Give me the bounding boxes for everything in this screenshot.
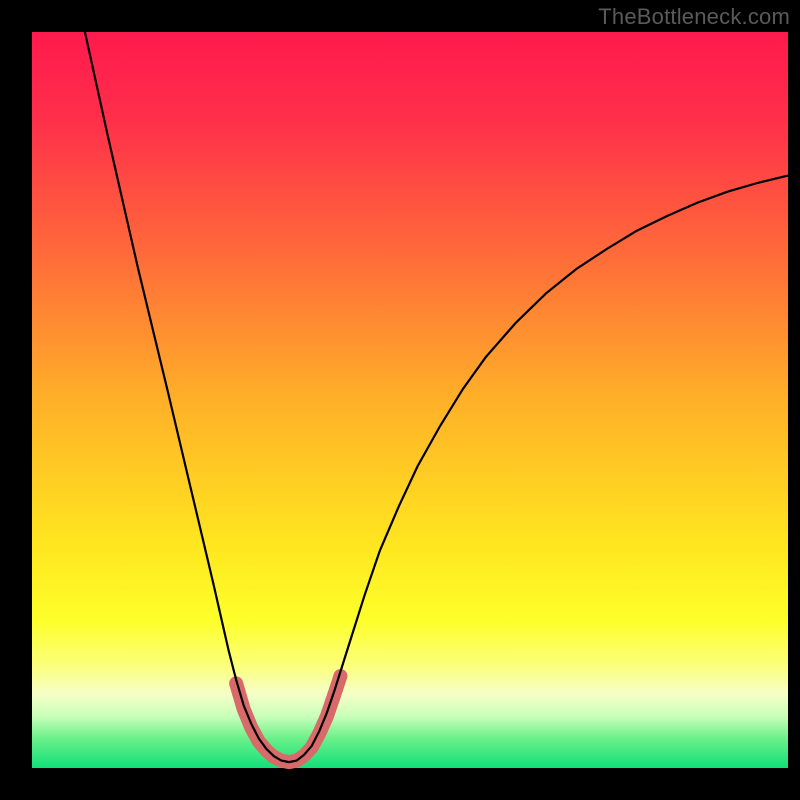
chart-container: TheBottleneck.com — [0, 0, 800, 800]
bottleneck-curve-chart — [0, 0, 800, 800]
plot-background — [32, 32, 788, 768]
watermark-text: TheBottleneck.com — [598, 4, 790, 30]
